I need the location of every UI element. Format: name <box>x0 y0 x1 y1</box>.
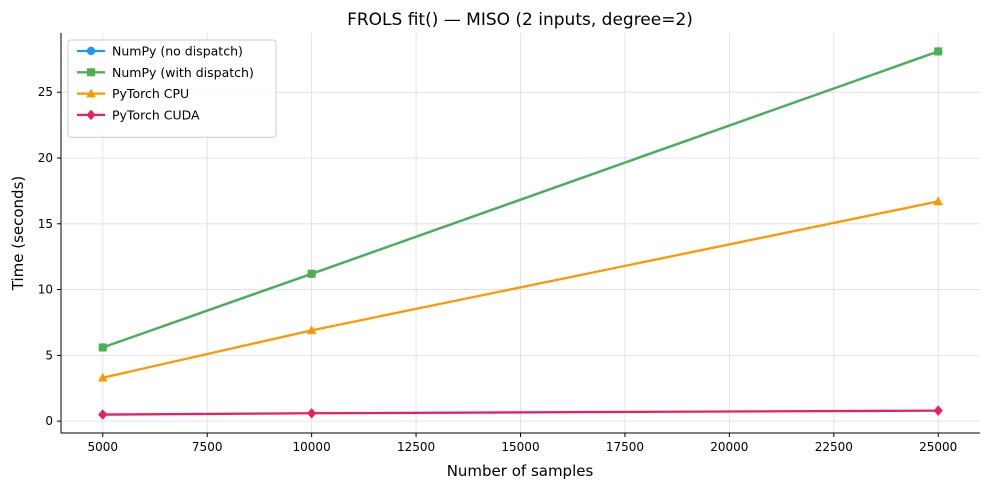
legend-item: NumPy (no dispatch) <box>77 44 243 59</box>
x-tick-label: 15000 <box>501 440 539 454</box>
data-point <box>933 196 944 206</box>
legend: NumPy (no dispatch) NumPy (with dispatch)… <box>67 39 277 138</box>
y-axis-label: Time (seconds) <box>9 176 27 292</box>
legend-swatch-marker <box>86 88 96 98</box>
legend-label: PyTorch CUDA <box>112 107 200 122</box>
legend-swatch-marker <box>86 46 96 56</box>
x-tick-label: 20000 <box>710 440 748 454</box>
y-tick-label: 5 <box>45 348 53 362</box>
data-point <box>307 269 316 278</box>
x-tick-label: 5000 <box>87 440 118 454</box>
legend-box <box>67 39 277 138</box>
series-numpy-with-dispatch <box>98 47 943 352</box>
x-tick-label: 7500 <box>192 440 223 454</box>
data-point <box>98 409 108 420</box>
data-point <box>306 325 317 335</box>
y-tick-label: 20 <box>38 151 53 165</box>
y-tick-label: 15 <box>38 217 53 231</box>
data-point <box>934 47 943 56</box>
x-tick-label: 17500 <box>606 440 644 454</box>
legend-swatch-marker <box>87 68 95 77</box>
plot-area <box>97 47 944 420</box>
legend-label: PyTorch CPU <box>112 86 189 101</box>
axes: 5000 7500 10000 12500 15000 17500 20000 22500 25… <box>38 33 980 454</box>
legend-item: NumPy (with dispatch) <box>77 65 254 80</box>
y-tick-label: 25 <box>38 85 53 99</box>
data-point <box>98 343 107 352</box>
series-pytorch-cpu <box>97 196 944 382</box>
data-point <box>97 372 108 382</box>
legend-label: NumPy (with dispatch) <box>112 65 254 80</box>
y-tick-label: 10 <box>38 283 53 297</box>
legend-label: NumPy (no dispatch) <box>112 44 243 59</box>
legend-item: PyTorch CUDA <box>77 107 200 122</box>
series-pytorch-cuda <box>98 405 943 420</box>
y-tick-label: 0 <box>45 414 53 428</box>
x-tick-label: 12500 <box>397 440 435 454</box>
x-tick-label: 10000 <box>293 440 331 454</box>
chart-title: FROLS fit() — MISO (2 inputs, degree=2) <box>347 10 693 30</box>
x-tick-label: 25000 <box>919 440 957 454</box>
data-point <box>933 405 943 416</box>
x-tick-label: 22500 <box>815 440 853 454</box>
data-point <box>307 408 317 419</box>
legend-swatch-marker <box>86 109 96 121</box>
x-axis-label: Number of samples <box>447 462 594 480</box>
legend-item: PyTorch CPU <box>77 86 189 101</box>
